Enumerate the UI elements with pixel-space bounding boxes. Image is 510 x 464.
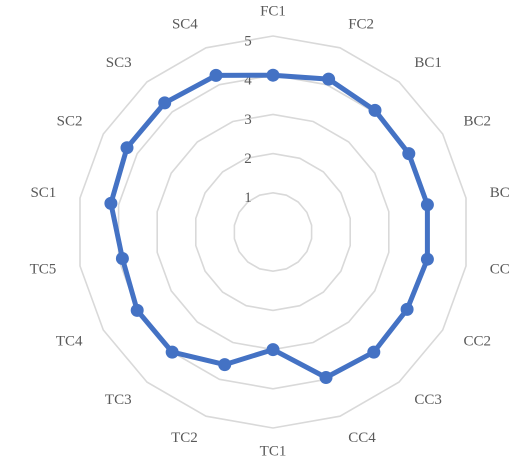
grid-ring-3	[156, 113, 390, 351]
data-point-bc3	[420, 198, 434, 212]
data-point-bc1	[368, 103, 382, 117]
series-1-line	[108, 72, 430, 380]
category-label-tc4: TC4	[56, 333, 83, 349]
data-point-cc4	[319, 371, 333, 384]
category-label-fc2: FC2	[348, 17, 374, 33]
category-label-cc1: CC1	[490, 262, 510, 278]
data-point-tc1	[266, 343, 280, 357]
category-label-layer: FC1 FC2 BC1 BC2 BC3 CC1 CC2 CC3 CC4 TC1 TC2 TC3 TC4 T…	[30, 3, 510, 459]
data-point-cc2	[400, 302, 414, 316]
data-point-sc3	[158, 96, 172, 110]
grid-ring-5	[79, 35, 467, 429]
category-label-fc1: FC1	[260, 3, 286, 19]
category-label-cc3: CC3	[414, 392, 442, 408]
tick-label-1: 1	[244, 190, 252, 206]
data-point-cc3	[367, 345, 381, 359]
tick-label-2: 2	[244, 151, 252, 167]
grid-ring-2	[195, 152, 352, 312]
category-label-bc1: BC1	[414, 55, 442, 71]
category-label-sc1: SC1	[30, 185, 56, 201]
category-label-sc2: SC2	[57, 113, 83, 129]
data-point-sc4	[209, 68, 223, 82]
data-point-sc2	[120, 141, 134, 155]
tick-label-3: 3	[244, 112, 252, 128]
category-label-sc4: SC4	[172, 17, 198, 33]
tick-label-4: 4	[244, 73, 252, 89]
category-label-cc4: CC4	[348, 430, 376, 446]
grid-ring-1	[233, 191, 313, 273]
category-label-tc1: TC1	[260, 443, 287, 459]
data-point-sc1	[104, 196, 118, 210]
data-point-tc4	[130, 303, 144, 317]
data-point-tc5	[115, 252, 129, 265]
category-label-tc5: TC5	[30, 262, 57, 278]
data-point-tc3	[165, 345, 179, 359]
tick-label-layer: 1 2 3 4 5	[244, 33, 252, 206]
category-label-tc3: TC3	[105, 392, 132, 408]
category-label-sc3: SC3	[106, 55, 132, 71]
category-label-bc3: BC3	[490, 185, 510, 201]
data-point-bc2	[402, 147, 416, 161]
data-point-cc1	[420, 252, 434, 266]
tick-label-5: 5	[244, 33, 252, 49]
category-label-cc2: CC2	[464, 333, 492, 349]
category-label-tc2: TC2	[171, 430, 198, 446]
data-point-fc1	[266, 68, 280, 82]
series-layer	[104, 68, 434, 384]
data-point-tc2	[218, 358, 232, 372]
data-point-fc2	[322, 72, 336, 86]
category-label-bc2: BC2	[464, 113, 492, 129]
grid-layer	[79, 35, 467, 429]
